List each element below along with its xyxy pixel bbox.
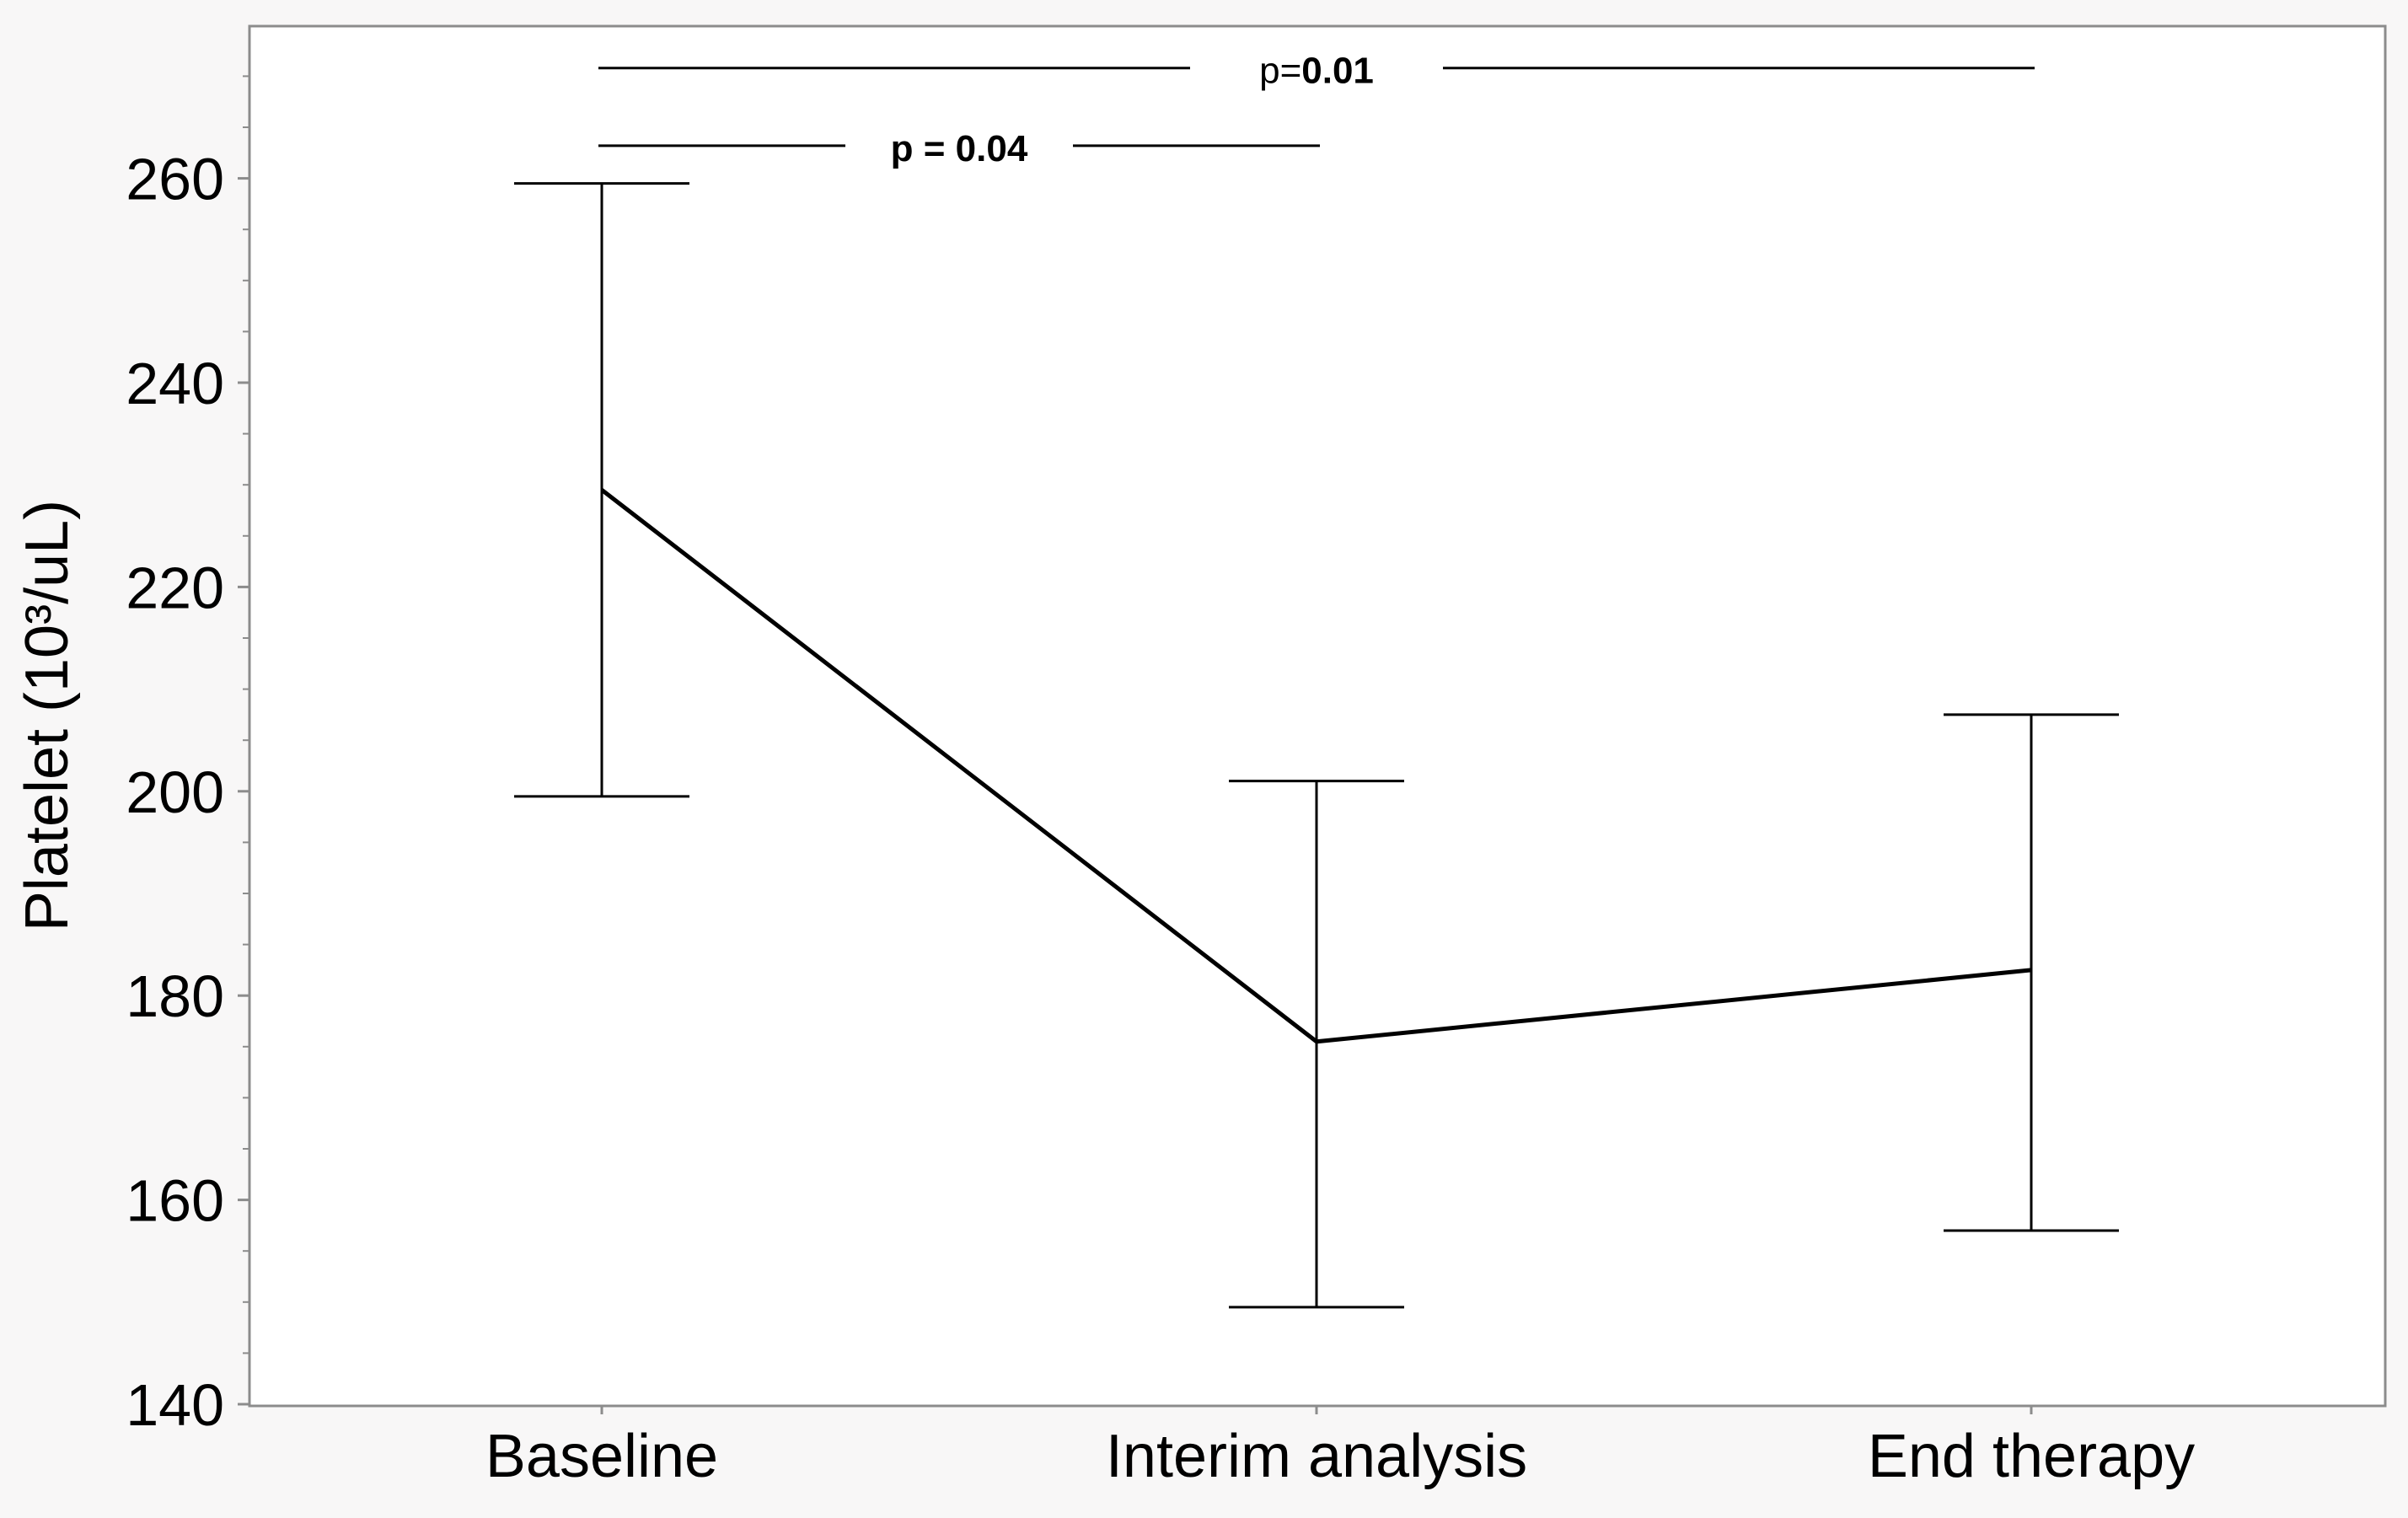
y-tick-label: 240 [126,351,224,416]
mean-line [600,488,2032,1044]
y-axis: 140 160 180 200 220 240 260 [126,75,249,1438]
y-tick-label: 180 [126,963,224,1029]
significance-annotations: p=0.01 p = 0.04 [598,51,2035,169]
x-tick-label: Baseline [485,1423,718,1490]
y-tick-label: 260 [126,147,224,212]
y-tick-label: 220 [126,555,224,620]
x-axis: Baseline Interim analysis End therapy [485,1406,2195,1490]
p-value-label: p = 0.04 [891,128,1028,169]
p-value-number: 0.01 [1301,51,1374,92]
y-tick-label: 200 [126,759,224,825]
series-layer [514,182,2119,1309]
y-tick-label: 160 [126,1168,224,1234]
p-value-label: p=0.01 [1259,51,1374,92]
x-tick-label: Interim analysis [1106,1423,1527,1490]
x-tick-label: End therapy [1868,1423,2195,1490]
y-axis-label: Platelet (10³/uL) [13,500,81,931]
p-value-prefix: p= [1259,51,1301,92]
p-value-number: p = 0.04 [891,128,1028,169]
y-tick-label: 140 [126,1372,224,1438]
